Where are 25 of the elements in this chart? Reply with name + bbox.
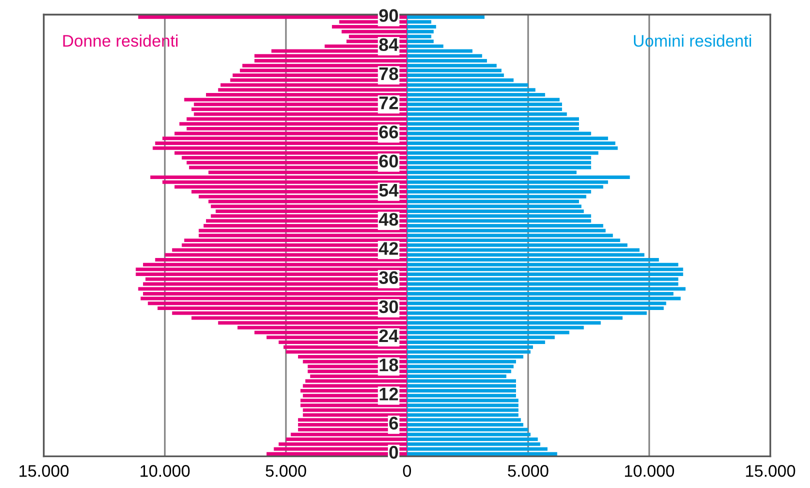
y-tick-label: 42 (378, 242, 398, 255)
y-tick-label: 24 (379, 329, 399, 342)
x-tick-label: 15.000 (746, 465, 796, 477)
y-tick-label: 60 (379, 154, 398, 168)
y-tick-label: 54 (379, 184, 399, 197)
x-tick-label: 5.000 (508, 465, 548, 477)
y-tick-label: 48 (378, 212, 398, 226)
y-tick-label: 66 (379, 126, 398, 138)
y-tick-label: 36 (379, 271, 398, 284)
y-tick-label: 72 (379, 96, 398, 110)
y-tick-label: 90 (379, 9, 398, 22)
y-tick-label: 6 (389, 416, 398, 430)
y-tick-label: 12 (380, 388, 398, 400)
x-tick-label: 5.000 (266, 465, 306, 477)
series-label: Donne residenti (63, 34, 178, 47)
text: Uomini residenti (634, 34, 752, 47)
y-tick-label: 18 (380, 358, 398, 372)
x-tick-label: 15.000 (20, 465, 69, 477)
y-tick-label: 84 (379, 38, 399, 52)
y-tick-label: 78 (379, 67, 398, 80)
x-tick-label: 0 (403, 465, 412, 477)
y-tick-label: 30 (379, 300, 398, 314)
x-tick-label: 10.000 (625, 465, 674, 477)
y-tick-label: 0 (389, 446, 398, 459)
x-tick-label: 10.000 (140, 465, 190, 477)
